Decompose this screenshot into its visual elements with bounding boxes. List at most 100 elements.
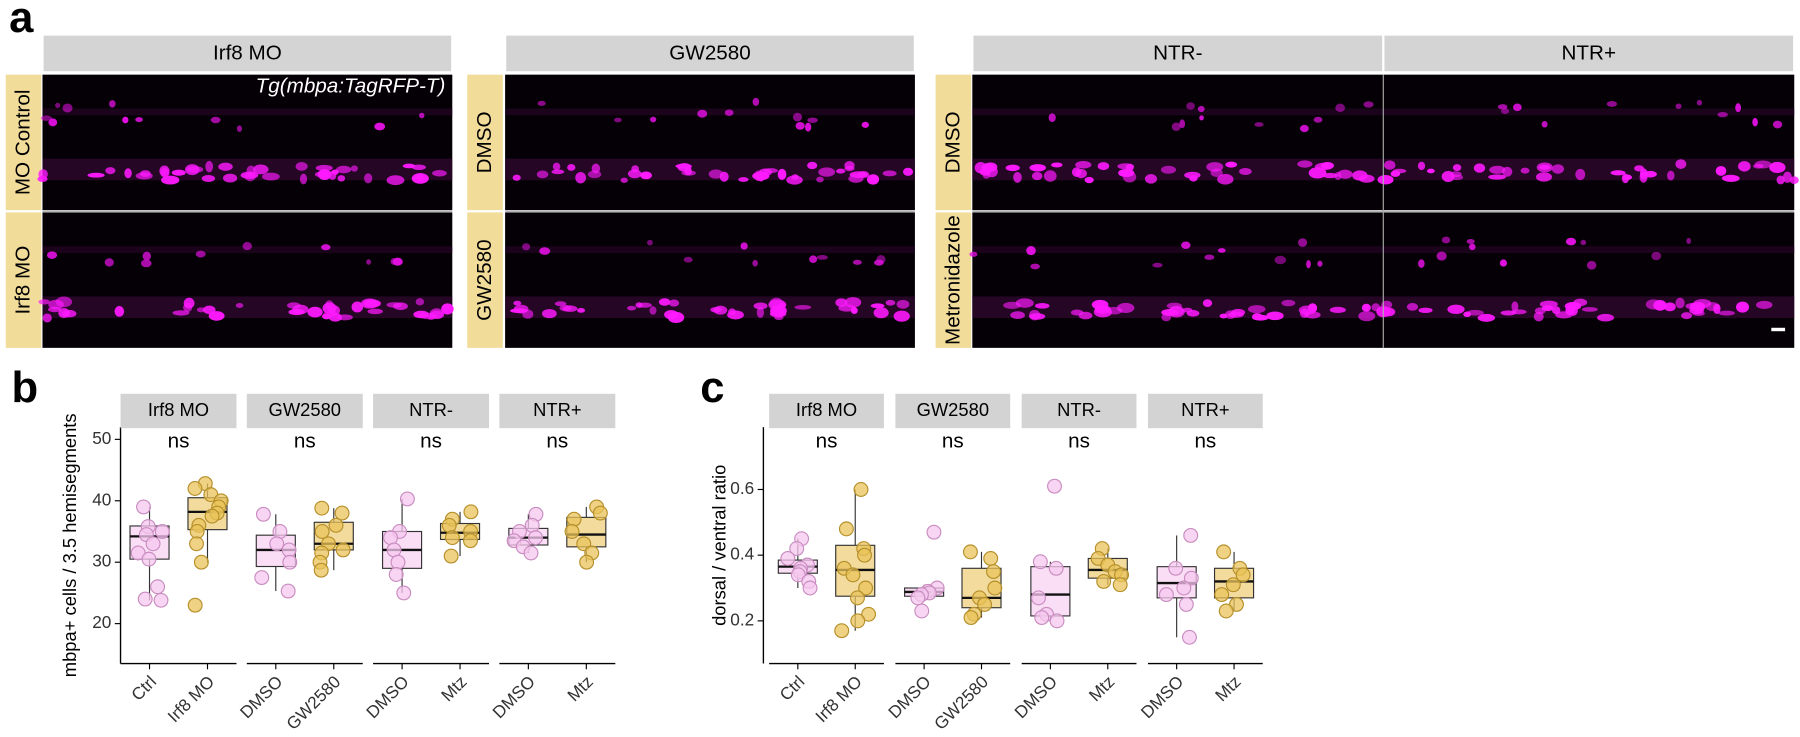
data-point <box>189 524 205 539</box>
micrograph <box>1383 212 1795 348</box>
cell <box>1477 313 1496 322</box>
row-strip <box>5 212 42 348</box>
cell <box>1735 103 1742 113</box>
cell <box>738 177 749 182</box>
cell <box>1489 165 1506 174</box>
data-point <box>963 610 979 626</box>
data-point <box>314 500 330 516</box>
data-point <box>187 481 203 496</box>
cell <box>882 170 897 177</box>
micrograph <box>1383 74 1795 211</box>
cell <box>708 169 724 179</box>
significance: ns <box>1068 429 1090 452</box>
data-point <box>1031 590 1046 606</box>
data-point <box>977 596 993 612</box>
cell <box>1738 161 1751 172</box>
data-point <box>1218 603 1234 619</box>
data-point <box>850 590 865 606</box>
cell <box>1313 116 1323 123</box>
micrograph <box>42 74 453 211</box>
cell <box>650 116 657 123</box>
facet-strip <box>499 393 616 429</box>
cell <box>432 170 447 177</box>
cell <box>315 164 333 172</box>
cell <box>1418 307 1433 314</box>
cell <box>1610 170 1626 176</box>
data-point <box>282 554 298 570</box>
cell <box>1352 170 1368 181</box>
y-tick-label: 50 <box>92 428 111 448</box>
cell <box>903 167 914 176</box>
data-point <box>1214 587 1230 603</box>
cell <box>591 163 601 174</box>
data-point <box>328 517 344 533</box>
cell <box>575 171 587 184</box>
cell <box>1500 310 1517 316</box>
cell <box>1051 162 1063 168</box>
cell <box>740 242 748 250</box>
data-point <box>390 554 406 570</box>
data-point <box>150 579 166 595</box>
cell <box>552 162 561 171</box>
x-tick-label: DMSO <box>488 672 539 723</box>
cell <box>1418 259 1425 268</box>
cell <box>1227 311 1244 318</box>
data-point <box>280 583 296 599</box>
micrograph-band <box>1383 108 1795 116</box>
cell <box>1078 311 1093 320</box>
cell <box>774 315 784 321</box>
data-point <box>838 521 854 537</box>
cell <box>1667 170 1675 181</box>
cell <box>1463 311 1472 317</box>
cell <box>873 307 889 319</box>
cell <box>1564 302 1582 311</box>
cell <box>637 302 652 308</box>
cell <box>649 306 657 315</box>
cell <box>1317 260 1323 267</box>
cell <box>551 169 565 175</box>
cell <box>536 170 549 179</box>
cell <box>1441 236 1451 244</box>
facet-strip <box>373 393 490 429</box>
data-point <box>564 524 580 539</box>
cell <box>1715 165 1727 176</box>
data-point <box>386 542 402 558</box>
x-tick-label: DMSO <box>884 672 935 723</box>
column-label: NTR+ <box>1562 41 1617 64</box>
cell <box>419 112 425 119</box>
cell <box>1186 102 1195 110</box>
cell <box>640 171 652 180</box>
cell <box>1197 105 1205 113</box>
cell <box>763 168 778 174</box>
cell <box>1043 170 1057 182</box>
facet-label: NTR- <box>1057 399 1101 420</box>
cell <box>62 309 77 318</box>
row-label: MO Control <box>12 90 35 196</box>
facet-label: GW2580 <box>269 399 341 420</box>
column-strip <box>973 35 1383 72</box>
micrograph-band <box>972 108 1384 116</box>
cell <box>1122 171 1137 183</box>
cell <box>1071 167 1082 177</box>
cell <box>836 168 846 174</box>
data-point <box>193 554 209 570</box>
micrograph-band <box>505 296 915 319</box>
column-strip <box>1384 35 1794 72</box>
cell <box>223 173 238 183</box>
x-tick-label: Mtz <box>1085 672 1119 706</box>
cell <box>631 165 640 173</box>
cell <box>816 255 828 260</box>
cell <box>647 239 653 246</box>
cell <box>1520 167 1530 174</box>
cell <box>295 162 308 171</box>
cell <box>1026 246 1036 256</box>
cell <box>1116 302 1135 313</box>
data-point <box>566 511 582 527</box>
data-point <box>1034 610 1050 626</box>
micrograph-band <box>1383 246 1795 254</box>
data-point <box>463 504 479 520</box>
row-label: DMSO <box>473 111 496 173</box>
data-point <box>962 544 978 560</box>
facet-label: Irf8 MO <box>796 399 857 420</box>
